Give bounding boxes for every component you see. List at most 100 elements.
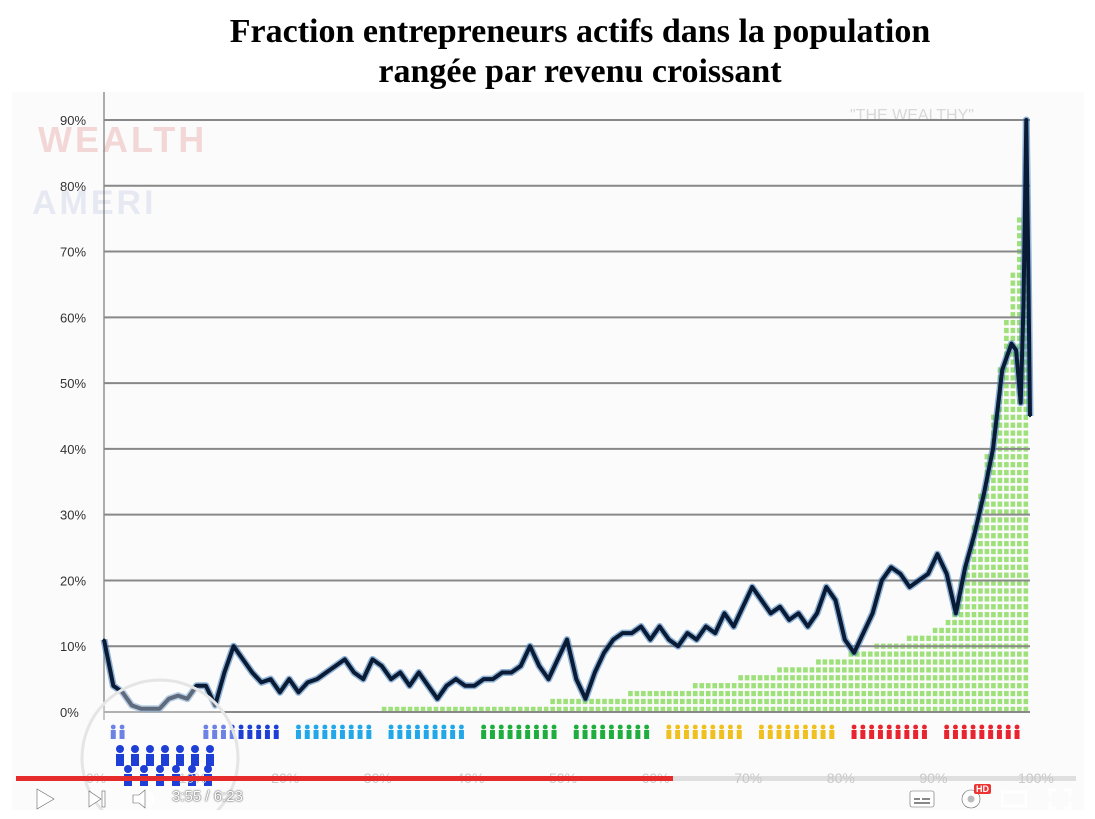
y-tick-label: 80% <box>60 179 86 194</box>
person-icon <box>710 730 716 739</box>
play-button[interactable] <box>32 786 58 812</box>
person-icon <box>304 730 310 739</box>
person-icon <box>785 724 791 730</box>
progress-fill <box>16 776 674 781</box>
data-point <box>760 598 763 602</box>
person-icon <box>675 730 681 739</box>
person-icon <box>573 730 579 739</box>
data-point <box>325 671 328 674</box>
person-icon <box>877 730 883 739</box>
data-point <box>306 681 309 684</box>
person-icon <box>767 724 773 730</box>
data-point <box>445 684 448 687</box>
person-icon <box>785 730 791 739</box>
person-icon <box>922 724 927 730</box>
person-icon <box>516 730 522 739</box>
person-icon <box>727 730 733 739</box>
data-point <box>315 677 319 681</box>
data-point <box>408 684 411 687</box>
data-point <box>528 645 532 648</box>
next-icon <box>88 790 106 808</box>
person-icon <box>970 724 976 730</box>
data-point <box>1010 342 1013 345</box>
person-icon <box>131 754 139 766</box>
data-point <box>1014 349 1018 352</box>
data-line <box>100 116 1034 713</box>
progress-bar[interactable] <box>16 776 1076 781</box>
person-icon <box>767 730 773 739</box>
person-icon <box>635 730 641 739</box>
person-icon <box>441 730 447 739</box>
data-point <box>334 664 337 668</box>
data-point <box>241 658 245 661</box>
person-icon <box>340 724 345 730</box>
person-icon <box>719 730 725 739</box>
data-point <box>269 677 272 681</box>
person-icon <box>728 724 733 730</box>
data-point <box>676 645 680 648</box>
person-icon <box>710 724 716 730</box>
data-point <box>538 664 541 668</box>
person-icon <box>322 730 328 739</box>
data-point <box>852 651 856 654</box>
data-point <box>936 552 939 556</box>
person-icon <box>759 724 764 730</box>
time-display: 3:55 / 6:23 <box>172 788 243 805</box>
settings-button[interactable]: HD <box>956 784 991 812</box>
data-point <box>769 612 772 615</box>
play-icon <box>36 788 55 810</box>
data-point <box>223 671 226 674</box>
data-point <box>204 684 208 687</box>
person-icon <box>313 724 319 730</box>
person-icon <box>450 724 456 730</box>
next-button[interactable] <box>84 786 110 812</box>
y-tick-label: 70% <box>60 245 86 260</box>
person-icon <box>397 724 403 730</box>
person-icon <box>869 730 875 739</box>
person-icon <box>176 754 184 766</box>
person-icon <box>119 724 125 730</box>
person-icon <box>533 730 539 739</box>
data-point <box>1019 401 1022 405</box>
theater-mode-button[interactable] <box>1000 786 1028 812</box>
subtitles-icon <box>909 790 935 808</box>
person-icon <box>869 724 875 730</box>
person-icon <box>811 730 817 739</box>
person-icon <box>146 745 154 753</box>
wealthy-label: "THE WEALTHY" <box>850 107 974 124</box>
person-icon <box>551 730 557 739</box>
data-point <box>889 566 893 569</box>
data-point <box>491 677 495 681</box>
person-icon <box>229 730 235 739</box>
fullscreen-icon <box>1048 788 1072 810</box>
data-point <box>500 671 504 674</box>
data-point <box>519 664 522 668</box>
person-icon <box>119 730 125 739</box>
person-icon <box>140 765 148 773</box>
person-icon <box>635 724 641 730</box>
volume-button[interactable] <box>130 786 160 812</box>
person-icon <box>626 724 632 730</box>
entrepreneur-chart: WEALTH AMERI "THE WEALTHY" 0% 10% 20% 30% 40… <box>32 92 1054 810</box>
person-icon <box>944 724 950 730</box>
person-icon <box>191 745 199 753</box>
subtitles-button[interactable] <box>908 786 936 812</box>
logo-text-3: AMERI <box>32 184 157 222</box>
data-point <box>1025 118 1028 122</box>
theater-icon <box>1001 790 1027 808</box>
person-icon <box>952 730 958 739</box>
data-point <box>1022 302 1025 306</box>
series-line <box>102 118 1032 711</box>
data-point <box>547 677 550 681</box>
data-point <box>704 625 708 628</box>
video-frame[interactable]: WEALTH AMERI "THE WEALTHY" 0% 10% 20% 30% 40… <box>12 92 1084 810</box>
data-point <box>584 697 587 701</box>
data-point <box>630 631 634 635</box>
data-point <box>102 638 106 641</box>
data-point <box>982 493 985 497</box>
fullscreen-button[interactable] <box>1046 786 1074 812</box>
person-icon <box>176 745 184 753</box>
person-icon <box>388 730 394 739</box>
person-icon <box>441 724 447 730</box>
person-icon <box>820 724 826 730</box>
